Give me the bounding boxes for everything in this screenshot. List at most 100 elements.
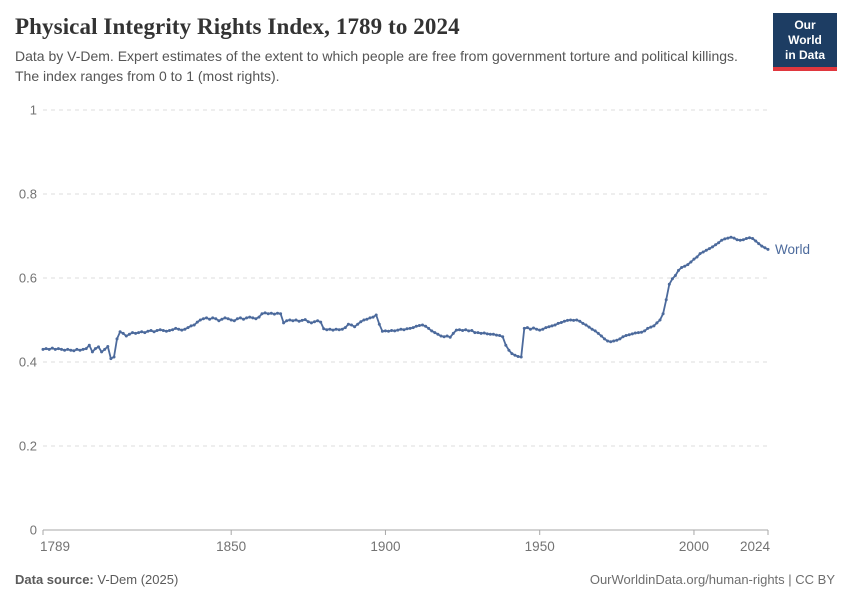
data-point[interactable]: [707, 247, 711, 251]
data-point[interactable]: [479, 331, 483, 335]
data-point[interactable]: [257, 315, 261, 319]
data-point[interactable]: [106, 345, 110, 348]
data-point[interactable]: [75, 347, 79, 351]
data-point[interactable]: [738, 238, 742, 242]
data-point[interactable]: [405, 327, 409, 331]
data-point[interactable]: [491, 332, 495, 336]
data-point[interactable]: [615, 338, 619, 342]
data-point[interactable]: [513, 353, 517, 357]
data-point[interactable]: [464, 328, 468, 332]
data-point[interactable]: [458, 328, 461, 332]
data-point[interactable]: [720, 238, 724, 242]
data-point[interactable]: [325, 328, 329, 332]
data-point[interactable]: [501, 335, 505, 339]
data-point[interactable]: [328, 327, 332, 331]
data-point[interactable]: [646, 326, 650, 330]
data-point[interactable]: [143, 331, 147, 335]
data-point[interactable]: [272, 312, 276, 316]
data-point[interactable]: [723, 237, 727, 241]
data-point[interactable]: [757, 242, 761, 246]
data-point[interactable]: [346, 322, 350, 326]
data-point[interactable]: [362, 318, 366, 322]
data-point[interactable]: [664, 298, 668, 302]
data-point[interactable]: [442, 335, 446, 339]
data-point[interactable]: [661, 312, 665, 316]
data-point[interactable]: [134, 331, 138, 335]
data-point[interactable]: [572, 318, 576, 322]
data-point[interactable]: [729, 235, 733, 239]
owid-logo[interactable]: Our World in Data: [773, 13, 837, 71]
data-point[interactable]: [235, 317, 239, 321]
data-point[interactable]: [164, 329, 168, 333]
data-point[interactable]: [78, 348, 82, 352]
data-point[interactable]: [461, 329, 465, 332]
data-point[interactable]: [174, 326, 178, 330]
data-point[interactable]: [226, 317, 230, 321]
data-point[interactable]: [350, 323, 353, 327]
data-point[interactable]: [97, 345, 100, 349]
data-point[interactable]: [161, 329, 165, 332]
data-point[interactable]: [158, 328, 162, 332]
data-point[interactable]: [118, 330, 122, 334]
data-point[interactable]: [276, 311, 279, 315]
data-point[interactable]: [677, 268, 680, 272]
data-point[interactable]: [87, 343, 91, 347]
data-point[interactable]: [578, 319, 582, 323]
data-point[interactable]: [451, 331, 455, 335]
data-point[interactable]: [748, 236, 751, 240]
data-point[interactable]: [566, 318, 569, 322]
data-point[interactable]: [686, 263, 690, 267]
data-point[interactable]: [220, 317, 224, 321]
data-point[interactable]: [575, 318, 579, 322]
data-point[interactable]: [414, 324, 418, 328]
data-point[interactable]: [303, 318, 307, 322]
data-point[interactable]: [313, 320, 316, 324]
data-point[interactable]: [596, 331, 600, 335]
data-point[interactable]: [195, 320, 199, 324]
data-point[interactable]: [211, 316, 215, 320]
data-point[interactable]: [177, 327, 181, 331]
data-point[interactable]: [124, 334, 128, 338]
data-point[interactable]: [550, 324, 554, 328]
data-point[interactable]: [519, 355, 523, 359]
data-point[interactable]: [387, 329, 390, 333]
data-point[interactable]: [735, 238, 739, 242]
data-point[interactable]: [640, 330, 643, 334]
data-point[interactable]: [760, 244, 764, 248]
data-point[interactable]: [294, 318, 298, 322]
data-point[interactable]: [291, 319, 295, 323]
data-point[interactable]: [254, 317, 258, 321]
data-point[interactable]: [421, 323, 424, 327]
data-point[interactable]: [528, 327, 532, 331]
data-point[interactable]: [541, 327, 545, 331]
data-point[interactable]: [155, 329, 159, 332]
data-point[interactable]: [473, 331, 477, 335]
data-point[interactable]: [93, 347, 97, 351]
data-point[interactable]: [285, 319, 289, 323]
data-point[interactable]: [445, 334, 449, 338]
data-point[interactable]: [556, 321, 560, 325]
data-point[interactable]: [559, 321, 563, 324]
data-point[interactable]: [599, 334, 603, 338]
data-point[interactable]: [112, 355, 116, 359]
data-point[interactable]: [229, 318, 233, 322]
data-point[interactable]: [168, 329, 171, 332]
data-point[interactable]: [609, 340, 613, 344]
data-point[interactable]: [390, 329, 394, 332]
data-point[interactable]: [717, 241, 721, 245]
data-point[interactable]: [504, 343, 508, 347]
data-point[interactable]: [485, 332, 489, 336]
data-point[interactable]: [633, 331, 637, 335]
data-point[interactable]: [189, 324, 193, 328]
data-point[interactable]: [288, 318, 292, 322]
data-point[interactable]: [402, 328, 406, 332]
series-world[interactable]: World: [41, 235, 811, 361]
data-point[interactable]: [538, 328, 542, 332]
data-point[interactable]: [183, 327, 187, 331]
data-point[interactable]: [269, 311, 273, 315]
data-point[interactable]: [140, 330, 144, 334]
data-point[interactable]: [393, 329, 397, 333]
data-point[interactable]: [121, 331, 125, 335]
data-point[interactable]: [377, 322, 381, 326]
data-point[interactable]: [689, 260, 693, 264]
